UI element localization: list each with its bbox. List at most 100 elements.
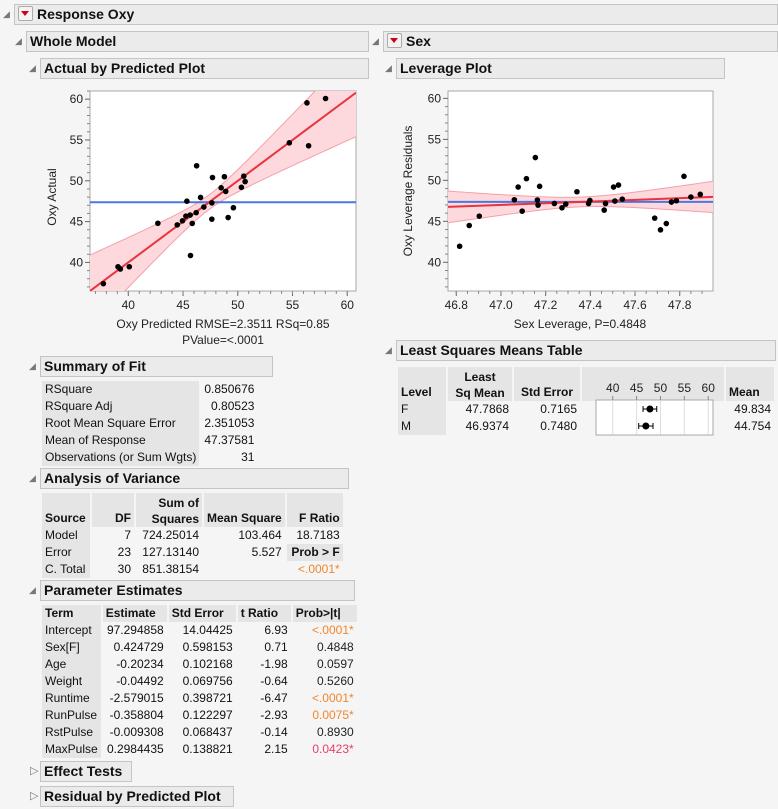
row-value: 0.80523 bbox=[211, 399, 255, 413]
y-tick-label: 50 bbox=[70, 174, 84, 188]
lsm-point bbox=[646, 405, 654, 413]
row-label: Root Mean Square Error bbox=[42, 415, 200, 432]
cell-estimate: -0.20234 bbox=[116, 657, 164, 671]
disclosure-closed-icon[interactable]: ▷ bbox=[30, 765, 39, 777]
table-row: Mean of Response 47.37581 bbox=[42, 432, 257, 449]
cell-t-ratio: -6.47 bbox=[260, 691, 288, 705]
data-point bbox=[657, 227, 664, 233]
red-triangle-menu-icon[interactable] bbox=[387, 33, 402, 48]
confidence-upper bbox=[90, 91, 316, 256]
lsm-header[interactable]: Least Squares Means Table bbox=[396, 340, 776, 361]
x-tick-label: 47.6 bbox=[623, 298, 647, 312]
data-point bbox=[535, 202, 541, 208]
cell-t-ratio: 0.71 bbox=[264, 640, 288, 654]
anova-header[interactable]: Analysis of Variance bbox=[40, 468, 349, 489]
report-title: Response Oxy bbox=[37, 6, 135, 22]
disclosure-open-icon[interactable]: ◢ bbox=[385, 63, 392, 73]
data-point bbox=[221, 173, 228, 180]
disclosure-open-icon[interactable]: ◢ bbox=[385, 345, 392, 355]
lsm-x-tick-label: 45 bbox=[630, 381, 644, 395]
table-row: Age -0.20234 0.102168 -1.98 0.0597 bbox=[42, 656, 357, 673]
col-mean: Mean bbox=[726, 367, 774, 401]
cell-mean: 49.834 bbox=[734, 402, 771, 416]
cell-t-ratio: -0.64 bbox=[260, 674, 288, 688]
x-tick-label: 46.8 bbox=[445, 298, 469, 312]
data-point bbox=[476, 213, 483, 219]
cell-prob: 0.0597 bbox=[316, 657, 354, 671]
whole-model-header[interactable]: Whole Model bbox=[26, 31, 369, 52]
table-row: F 47.7868 0.7165 49.834 bbox=[398, 401, 774, 418]
x-tick-label: 47.4 bbox=[579, 298, 603, 312]
data-point bbox=[184, 198, 190, 205]
disclosure-open-icon[interactable]: ◢ bbox=[15, 36, 22, 46]
row-value: 31 bbox=[241, 450, 255, 464]
table-row: RstPulse -0.009308 0.068437 -0.14 0.8930 bbox=[42, 724, 357, 741]
data-point bbox=[619, 196, 626, 202]
x-tick-label: 47.0 bbox=[489, 298, 513, 312]
anova-table: Source DF Sum of Squares Mean Square F Ra… bbox=[40, 493, 345, 578]
data-point bbox=[534, 197, 541, 203]
summary-of-fit-header[interactable]: Summary of Fit bbox=[40, 356, 273, 377]
data-point bbox=[230, 204, 237, 211]
data-point bbox=[179, 217, 186, 224]
cell-t-ratio: 2.15 bbox=[264, 742, 288, 756]
data-point bbox=[515, 184, 521, 190]
actual-by-predicted-header[interactable]: Actual by Predicted Plot bbox=[40, 58, 369, 79]
cell-term: MaxPulse bbox=[42, 741, 101, 758]
cell-estimate: 0.424729 bbox=[113, 640, 164, 654]
cell-prob: 0.0075* bbox=[312, 708, 354, 722]
lsm-x-tick-label: 55 bbox=[678, 381, 692, 395]
section-title: Leverage Plot bbox=[400, 60, 492, 76]
data-point bbox=[511, 196, 518, 203]
cell-lsm: 47.7868 bbox=[465, 402, 509, 416]
lsm-x-tick-label: 40 bbox=[606, 381, 620, 395]
data-point bbox=[551, 200, 558, 207]
x-tick-label: 55 bbox=[286, 298, 300, 312]
leverage-plot[interactable]: 40 45 50 55 60 46.8 47.0 47.2 47.4 47.6 47.8 bbox=[428, 90, 714, 312]
disclosure-open-icon[interactable]: ◢ bbox=[29, 585, 36, 595]
disclosure-open-icon[interactable]: ◢ bbox=[29, 361, 36, 371]
data-point bbox=[681, 173, 687, 180]
effect-tests-header[interactable]: Effect Tests bbox=[40, 761, 132, 782]
data-point bbox=[697, 191, 704, 198]
col-term: Term bbox=[42, 605, 101, 622]
leverage-plot-header[interactable]: Leverage Plot bbox=[396, 58, 725, 79]
parameter-estimates-header[interactable]: Parameter Estimates bbox=[40, 580, 355, 601]
disclosure-open-icon[interactable]: ◢ bbox=[3, 9, 10, 19]
disclosure-open-icon[interactable]: ◢ bbox=[372, 36, 379, 46]
table-row: Model 7 724.25014 103.464 18.7183 bbox=[42, 527, 343, 544]
disclosure-open-icon[interactable]: ◢ bbox=[29, 473, 36, 483]
data-point bbox=[615, 182, 622, 188]
sex-header[interactable]: Sex bbox=[383, 31, 778, 52]
disclosure-closed-icon[interactable]: ▷ bbox=[30, 790, 39, 802]
data-point bbox=[189, 220, 196, 227]
confidence-lower bbox=[124, 136, 356, 291]
cell-t-ratio: -0.14 bbox=[260, 725, 288, 739]
lsm-point bbox=[642, 422, 650, 430]
data-point bbox=[668, 199, 675, 205]
cell-std-error: 0.7165 bbox=[540, 402, 577, 416]
data-point bbox=[240, 173, 247, 179]
y-tick-label: 50 bbox=[428, 173, 442, 187]
col-lsm: Least Sq Mean bbox=[448, 367, 512, 401]
cell-lsm: 46.9374 bbox=[465, 419, 509, 433]
data-point bbox=[100, 280, 107, 287]
x-axis-label-line2: PValue=<.0001 bbox=[182, 333, 264, 347]
cell-term: Runtime bbox=[42, 690, 101, 707]
data-point bbox=[574, 188, 580, 195]
x-tick-label: 47.8 bbox=[668, 298, 692, 312]
data-point bbox=[187, 212, 193, 218]
red-triangle-menu-icon[interactable] bbox=[18, 6, 33, 21]
cell-source: C. Total bbox=[42, 561, 90, 578]
actual-by-predicted-plot[interactable]: 40 45 50 55 60 40 45 50 55 60 bbox=[70, 49, 357, 327]
cell-term: Intercept bbox=[42, 622, 101, 639]
section-title: Summary of Fit bbox=[44, 358, 146, 374]
residual-by-predicted-header[interactable]: Residual by Predicted Plot bbox=[40, 786, 234, 807]
y-axis-label: Oxy Leverage Residuals bbox=[401, 126, 415, 257]
cell-ss: 127.13140 bbox=[142, 545, 199, 559]
y-tick-label: 55 bbox=[428, 132, 442, 146]
confidence-upper bbox=[448, 180, 713, 198]
disclosure-open-icon[interactable]: ◢ bbox=[29, 63, 36, 73]
cell-std-error: 0.7480 bbox=[540, 419, 577, 433]
response-oxy-header[interactable]: Response Oxy bbox=[14, 4, 778, 25]
